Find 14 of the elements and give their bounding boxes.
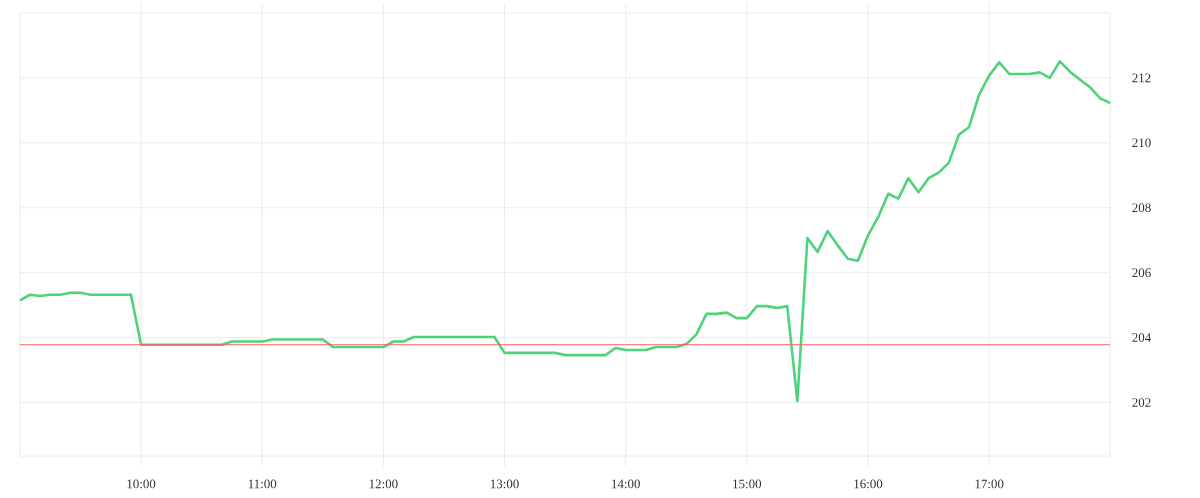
- x-tick-label: 12:00: [369, 479, 398, 489]
- y-tick-label: 202: [1132, 398, 1151, 407]
- x-tick-label: 16:00: [854, 479, 883, 489]
- y-tick-label: 204: [1132, 333, 1151, 342]
- y-tick-label: 206: [1132, 268, 1151, 278]
- x-tick-label: 15:00: [733, 479, 762, 489]
- y-tick-label: 208: [1132, 203, 1151, 213]
- y-tick-label: 212: [1132, 73, 1151, 83]
- y-tick-label: 210: [1132, 138, 1151, 148]
- x-tick-label: 10:00: [127, 479, 156, 489]
- x-tick-label: 11:00: [248, 479, 277, 489]
- x-tick-label: 17:00: [975, 479, 1004, 489]
- x-tick-label: 13:00: [490, 479, 519, 489]
- x-tick-label: 14:00: [612, 479, 640, 489]
